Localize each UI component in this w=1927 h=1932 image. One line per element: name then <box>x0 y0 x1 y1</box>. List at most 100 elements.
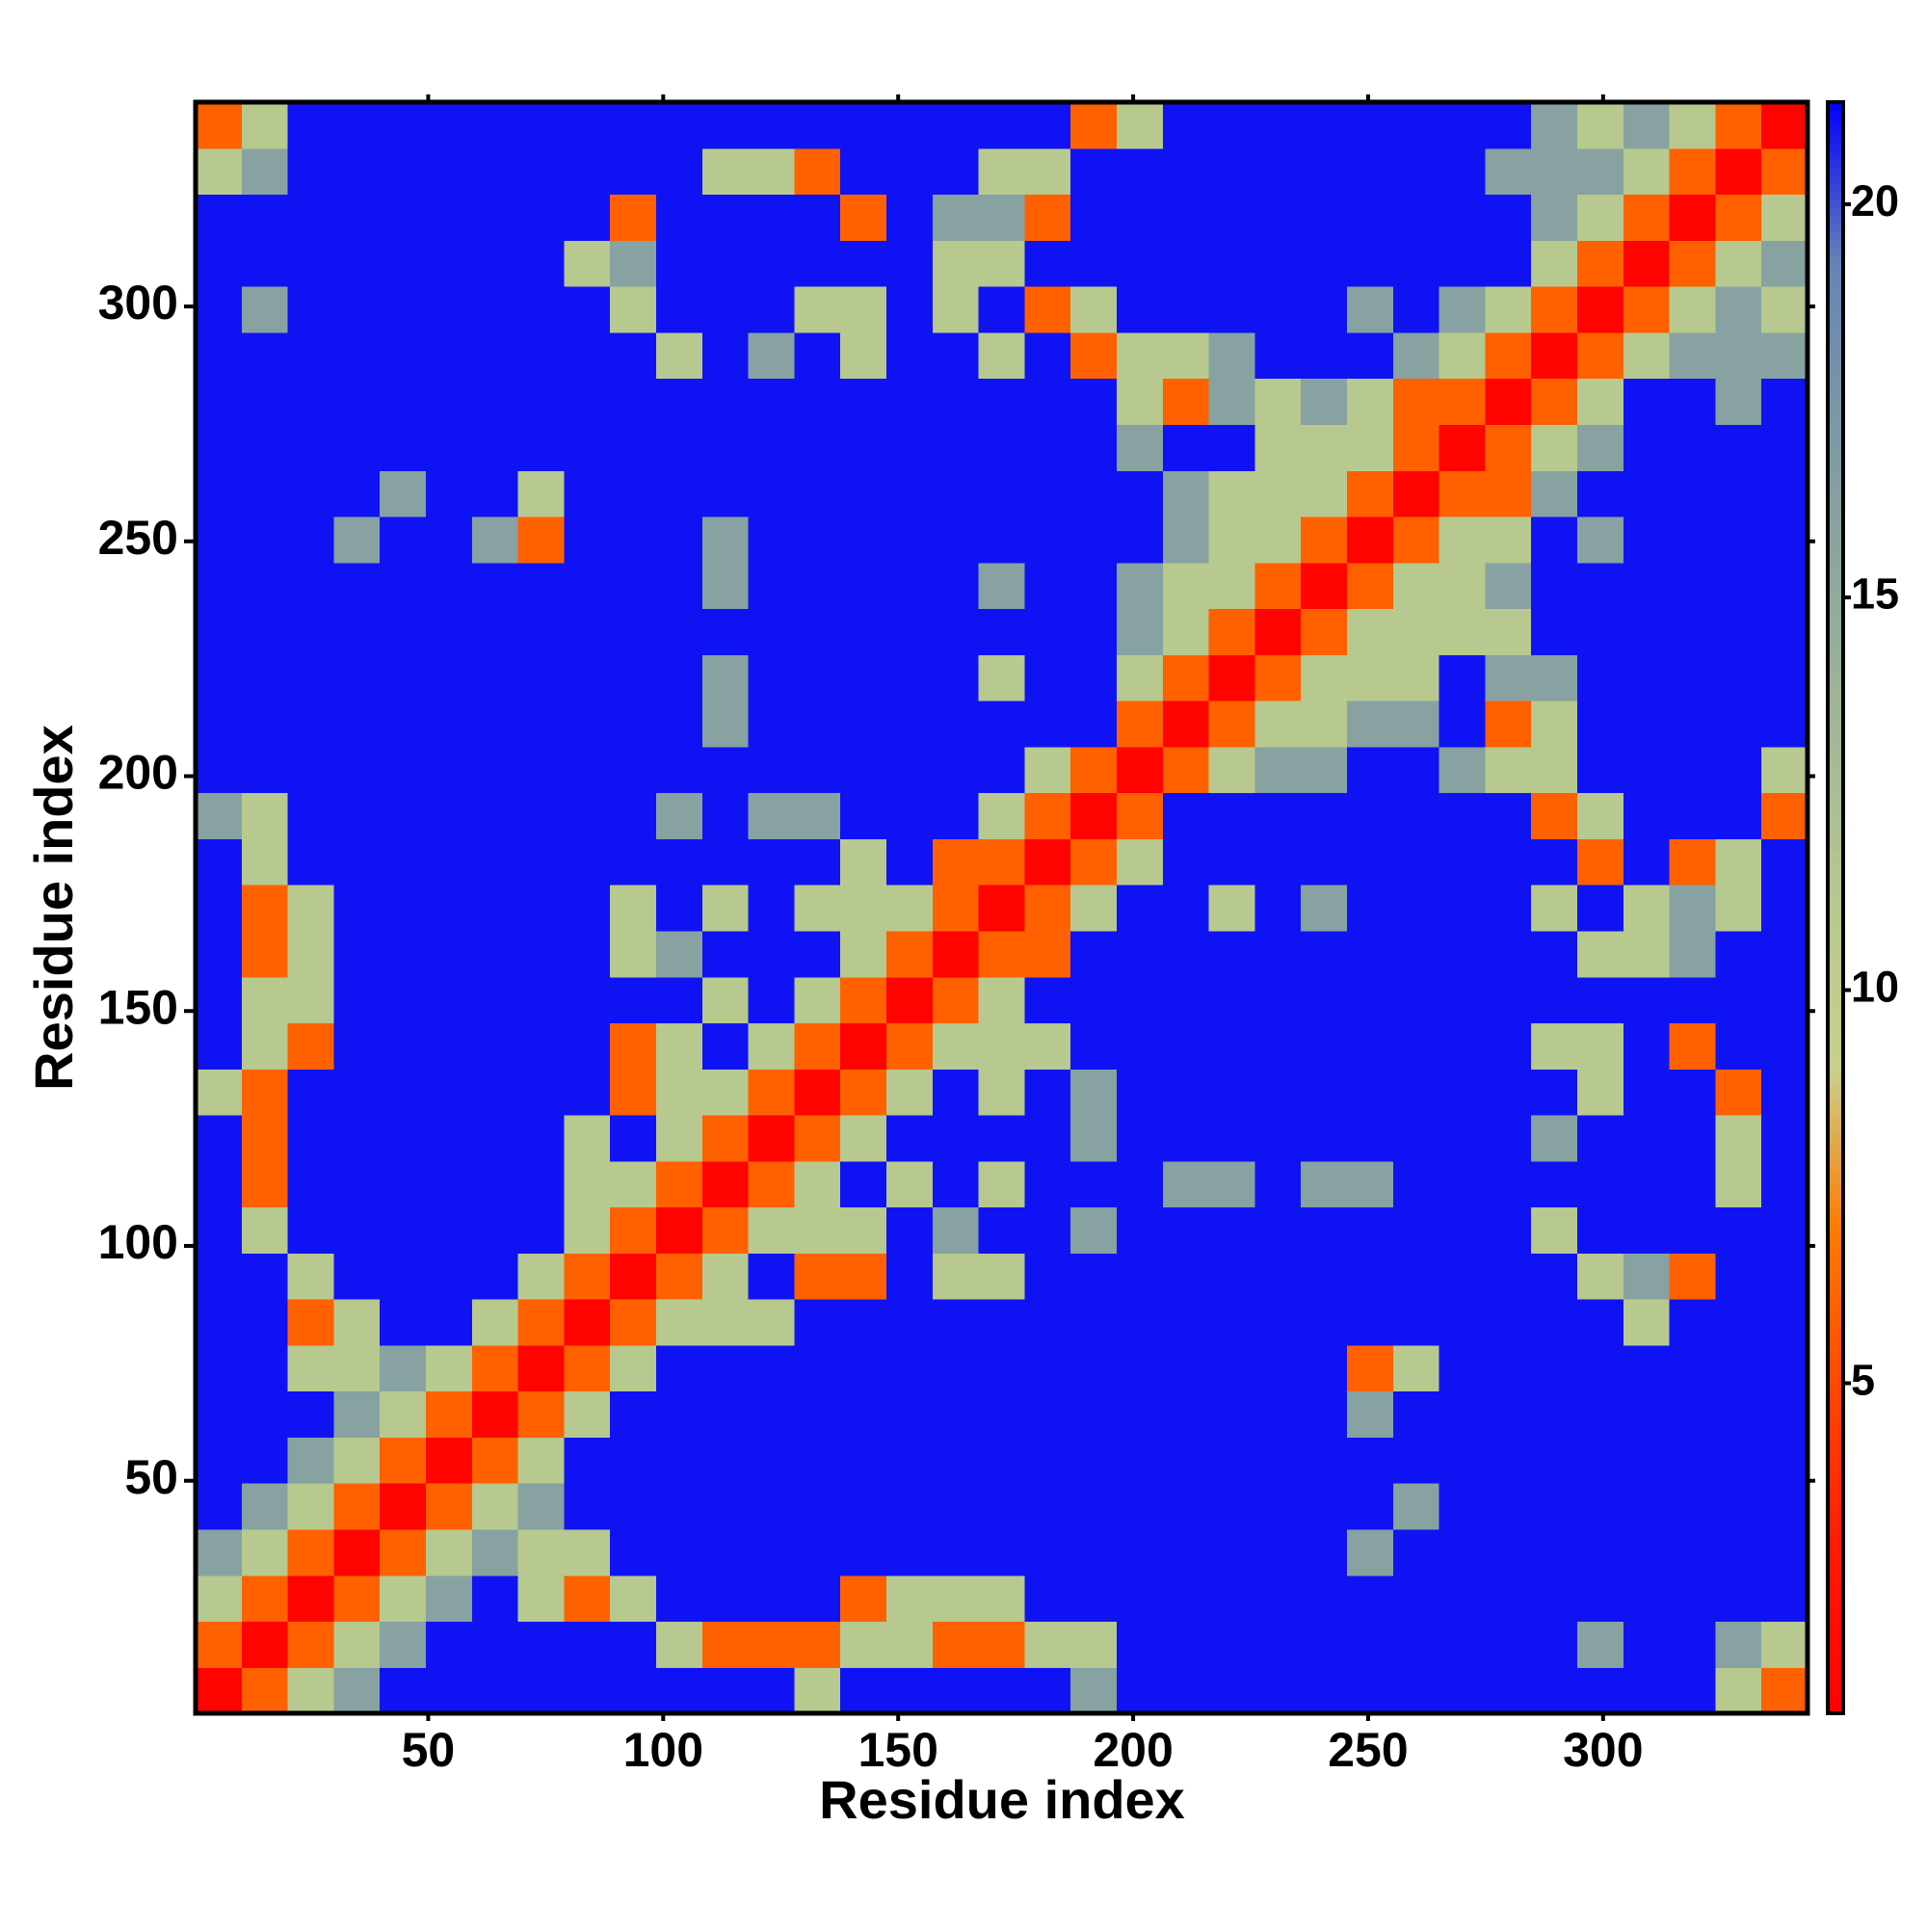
colorbar-segment <box>1828 520 1843 530</box>
heatmap-cell <box>1254 516 1302 564</box>
heatmap-cell <box>701 194 750 241</box>
heatmap-cell <box>471 470 519 517</box>
heatmap-cell <box>1531 1022 1578 1070</box>
heatmap-cell <box>1577 838 1624 886</box>
heatmap-cell <box>748 746 795 794</box>
heatmap-cell <box>1531 1069 1578 1116</box>
heatmap-cell <box>1024 240 1071 287</box>
heatmap-cell <box>1485 1667 1532 1714</box>
colorbar-segment <box>1828 1342 1843 1352</box>
heatmap-cell <box>748 147 795 196</box>
colorbar-segment <box>1828 690 1843 700</box>
heatmap-cell <box>517 378 565 425</box>
heatmap-cell <box>287 286 334 333</box>
axes: 50 100 150 200 250 300 50 100 150 200 250 300 <box>98 94 1815 1777</box>
colorbar-segment <box>1828 1632 1843 1642</box>
heatmap-cell <box>1715 1299 1762 1346</box>
heatmap-cell <box>1531 1344 1578 1392</box>
colorbar-segment <box>1828 633 1843 643</box>
heatmap-cell <box>886 838 934 886</box>
heatmap-cell <box>1669 608 1716 655</box>
heatmap-cell <box>471 1437 519 1484</box>
heatmap-cell <box>1024 1390 1071 1438</box>
colorbar-segment <box>1828 932 1843 941</box>
heatmap-cell <box>1623 424 1671 471</box>
heatmap-cell <box>1669 838 1716 886</box>
heatmap-cell <box>287 562 334 610</box>
heatmap-cell <box>471 1621 519 1668</box>
heatmap-cell <box>426 976 473 1024</box>
heatmap-cell <box>1024 331 1071 380</box>
heatmap-cell <box>564 331 611 380</box>
heatmap-cell <box>1254 562 1302 610</box>
heatmap-cell <box>1623 240 1671 287</box>
heatmap-cell <box>701 516 750 564</box>
heatmap-cell <box>1531 608 1578 655</box>
heatmap-cell <box>1070 746 1118 794</box>
heatmap-cell <box>471 1160 519 1208</box>
heatmap-cell <box>1623 331 1671 380</box>
heatmap-cell <box>1162 792 1210 839</box>
heatmap-cell <box>1301 194 1348 241</box>
heatmap-cell <box>241 1483 289 1530</box>
heatmap-cell <box>656 147 703 196</box>
heatmap-cell <box>333 1528 381 1576</box>
heatmap-cell <box>471 240 519 287</box>
heatmap-cell <box>1117 240 1164 287</box>
heatmap-cell <box>333 1483 381 1530</box>
heatmap-cell <box>1208 1483 1255 1530</box>
heatmap-cell <box>886 654 934 701</box>
colorbar-segment <box>1828 1390 1843 1400</box>
heatmap-cell <box>380 792 427 839</box>
colorbar-segment <box>1828 1407 1843 1416</box>
heatmap-cell <box>241 424 289 471</box>
heatmap-cell <box>287 1253 334 1300</box>
heatmap-cell <box>426 240 473 287</box>
colorbar-segment <box>1828 722 1843 731</box>
heatmap-cell <box>840 930 887 978</box>
heatmap-cell <box>1208 102 1255 149</box>
heatmap-cell <box>380 1483 427 1530</box>
heatmap-cell <box>1254 470 1302 517</box>
heatmap-cell <box>932 102 980 149</box>
heatmap-cell <box>840 976 887 1024</box>
heatmap-cell <box>1669 424 1716 471</box>
heatmap-cell <box>886 1022 934 1070</box>
heatmap-cell <box>1531 1437 1578 1484</box>
heatmap-cell <box>1254 102 1302 149</box>
colorbar-segment <box>1828 1503 1843 1513</box>
heatmap-cell <box>287 701 334 748</box>
heatmap-cell <box>1301 1621 1348 1668</box>
heatmap-cell <box>1439 147 1486 196</box>
heatmap-cell <box>1070 331 1118 380</box>
heatmap-cell <box>932 1069 980 1116</box>
heatmap-cell <box>1761 792 1808 839</box>
heatmap-cell <box>333 701 381 748</box>
heatmap-cell <box>1301 331 1348 380</box>
heatmap-cell <box>1392 1390 1440 1438</box>
heatmap-cell <box>1208 1437 1255 1484</box>
heatmap-cell <box>1024 654 1071 701</box>
heatmap-cell <box>196 1575 243 1623</box>
heatmap-cell <box>1485 701 1532 748</box>
heatmap-cell <box>517 1390 565 1438</box>
heatmap-cell <box>196 1483 243 1530</box>
heatmap-cell <box>886 331 934 380</box>
heatmap-cell <box>932 1022 980 1070</box>
colorbar-segment <box>1828 537 1843 546</box>
colorbar-segment <box>1828 376 1843 385</box>
heatmap-cell <box>1070 147 1118 196</box>
heatmap-cell <box>794 792 841 839</box>
heatmap-cell <box>1531 240 1578 287</box>
heatmap-cell <box>1531 746 1578 794</box>
heatmap-cell <box>1347 102 1394 149</box>
heatmap-cell <box>1254 194 1302 241</box>
heatmap-cell <box>1485 1621 1532 1668</box>
heatmap-cell <box>1301 746 1348 794</box>
colorbar-segment <box>1828 964 1843 973</box>
heatmap-cell <box>932 240 980 287</box>
heatmap-cell <box>380 286 427 333</box>
heatmap-cell <box>610 1390 657 1438</box>
heatmap-cell <box>610 378 657 425</box>
heatmap-cell <box>1669 746 1716 794</box>
